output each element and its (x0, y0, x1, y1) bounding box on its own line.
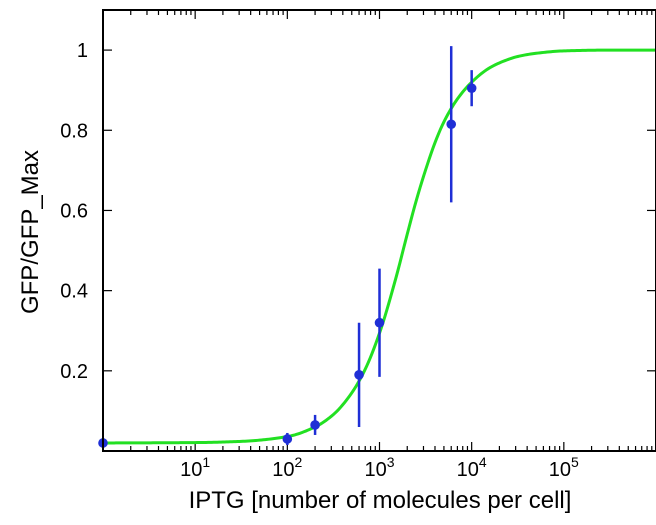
data-point (466, 83, 477, 93)
x-tick-label-base: 10 (180, 459, 202, 481)
data-point (310, 420, 320, 430)
x-tick-label-exponent: 2 (295, 454, 303, 470)
fit-curve-layer (102, 48, 656, 445)
data-point (446, 119, 457, 130)
y-axis-label: GFP/GFP_Max (17, 150, 44, 314)
x-tick-label-base: 10 (457, 459, 479, 481)
x-tick-label: 103 (364, 454, 394, 481)
x-tick-label-base: 10 (272, 459, 294, 481)
fit-curve (102, 48, 656, 445)
y-tick-label: 0.4 (60, 281, 88, 303)
ticks-layer (103, 10, 656, 451)
x-tick-label-base: 10 (549, 459, 571, 481)
data-point (374, 317, 385, 328)
data-points-layer (98, 46, 477, 448)
y-tick-label: 1 (77, 40, 88, 62)
x-tick-label: 104 (457, 454, 487, 481)
x-tick-label: 105 (549, 454, 579, 481)
plot-frame (102, 9, 656, 452)
x-tick-label: 102 (272, 454, 302, 481)
y-tick-label: 0.8 (60, 120, 88, 142)
x-tick-label-exponent: 5 (571, 454, 579, 470)
x-tick-label: 101 (180, 454, 210, 481)
x-tick-label-exponent: 1 (202, 454, 210, 470)
y-tick-label: 0.2 (60, 361, 88, 383)
x-tick-label-base: 10 (364, 459, 386, 481)
data-point (354, 370, 364, 380)
data-point (282, 434, 293, 444)
x-axis-label: IPTG [number of molecules per cell] (189, 487, 572, 514)
x-tick-label-exponent: 4 (479, 454, 487, 470)
y-tick-label: 0.6 (60, 200, 88, 222)
x-tick-label-exponent: 3 (387, 454, 395, 470)
